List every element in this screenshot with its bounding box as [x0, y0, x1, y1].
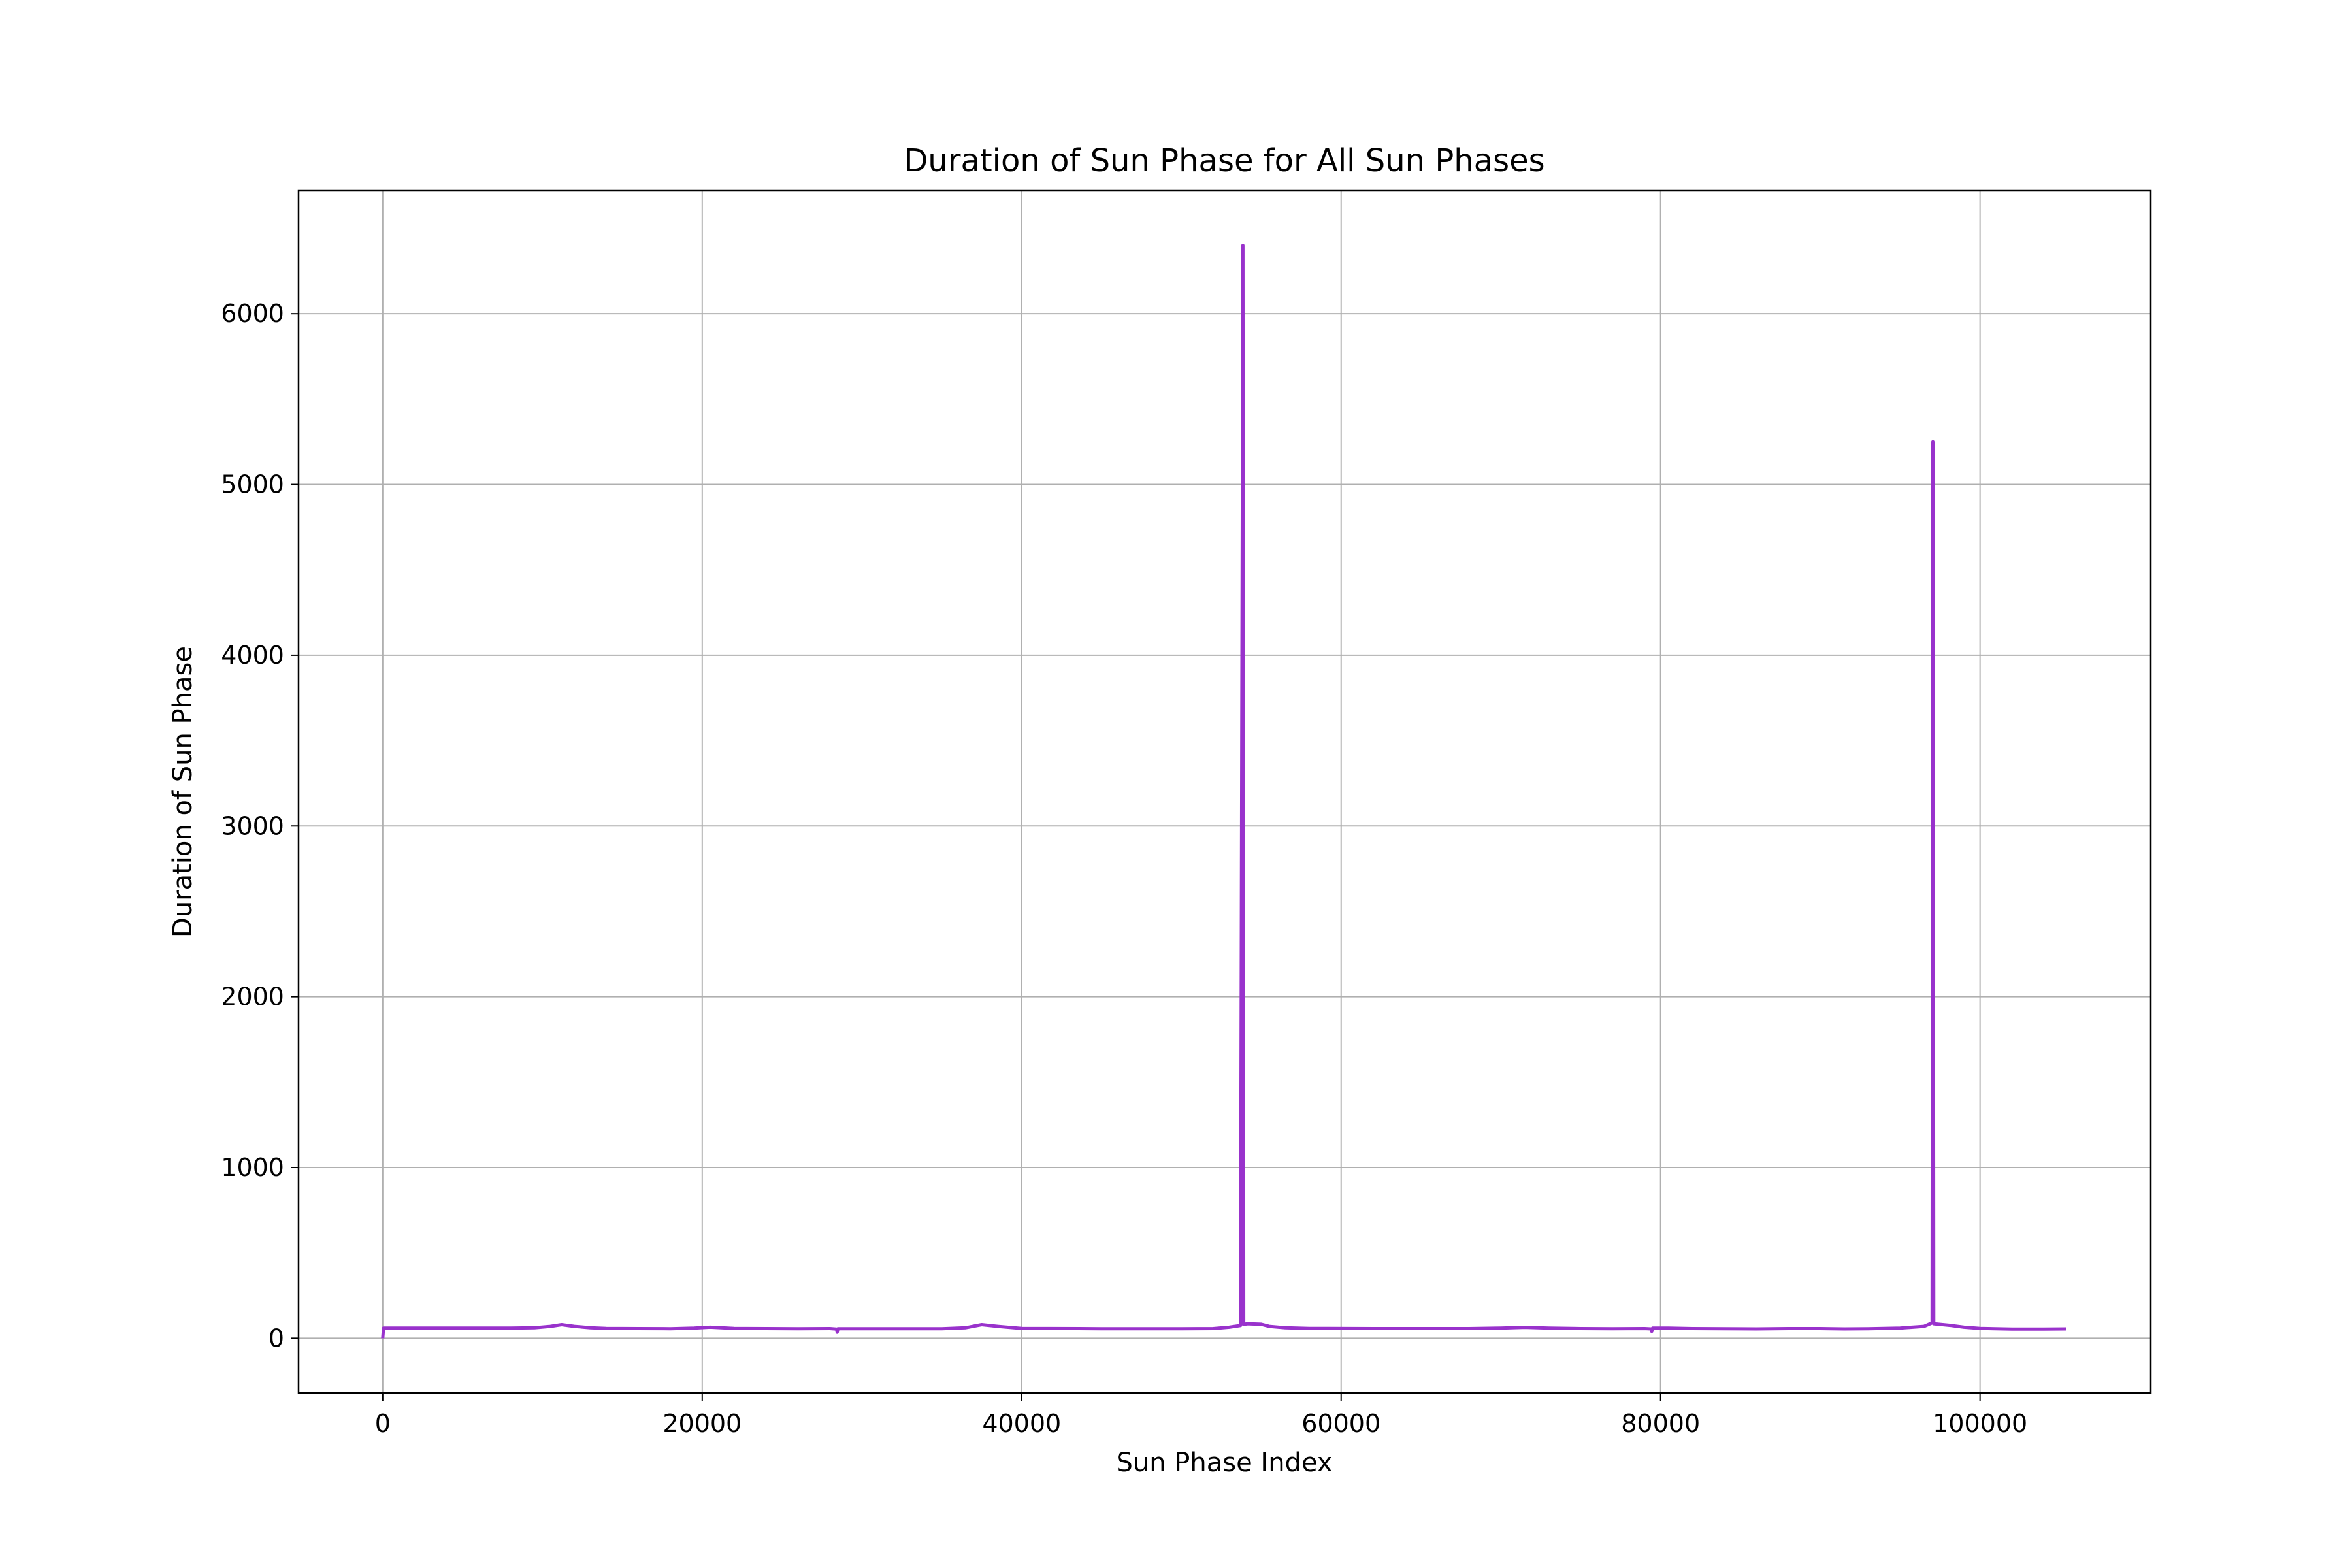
y-tick-label: 4000: [221, 641, 284, 670]
x-tick-label: 0: [375, 1409, 391, 1438]
x-axis-label: Sun Phase Index: [1116, 1448, 1332, 1478]
y-tick-label: 0: [269, 1324, 284, 1352]
chart-title: Duration of Sun Phase for All Sun Phases: [904, 142, 1544, 179]
x-tick-label: 100000: [1933, 1409, 2027, 1438]
x-tick-label: 60000: [1301, 1409, 1380, 1438]
grid-lines: [299, 191, 2151, 1393]
series-layer: [381, 244, 2066, 1339]
x-tick-label: 80000: [1621, 1409, 1700, 1438]
y-axis-ticks: 0 1000 2000 3000 4000 5000 6000: [221, 299, 299, 1352]
y-tick-label: 2000: [221, 983, 284, 1011]
y-tick-label: 1000: [221, 1153, 284, 1182]
x-axis-ticks: 0 20000 40000 60000 80000 100000: [375, 1393, 2027, 1438]
x-tick-label: 40000: [982, 1409, 1061, 1438]
y-tick-label: 3000: [221, 811, 284, 840]
series-line: [381, 244, 2066, 1339]
y-tick-label: 6000: [221, 299, 284, 328]
y-axis-label: Duration of Sun Phase: [168, 646, 198, 938]
plot-frame: [297, 189, 2152, 1394]
y-tick-label: 5000: [221, 470, 284, 499]
x-tick-label: 20000: [662, 1409, 742, 1438]
